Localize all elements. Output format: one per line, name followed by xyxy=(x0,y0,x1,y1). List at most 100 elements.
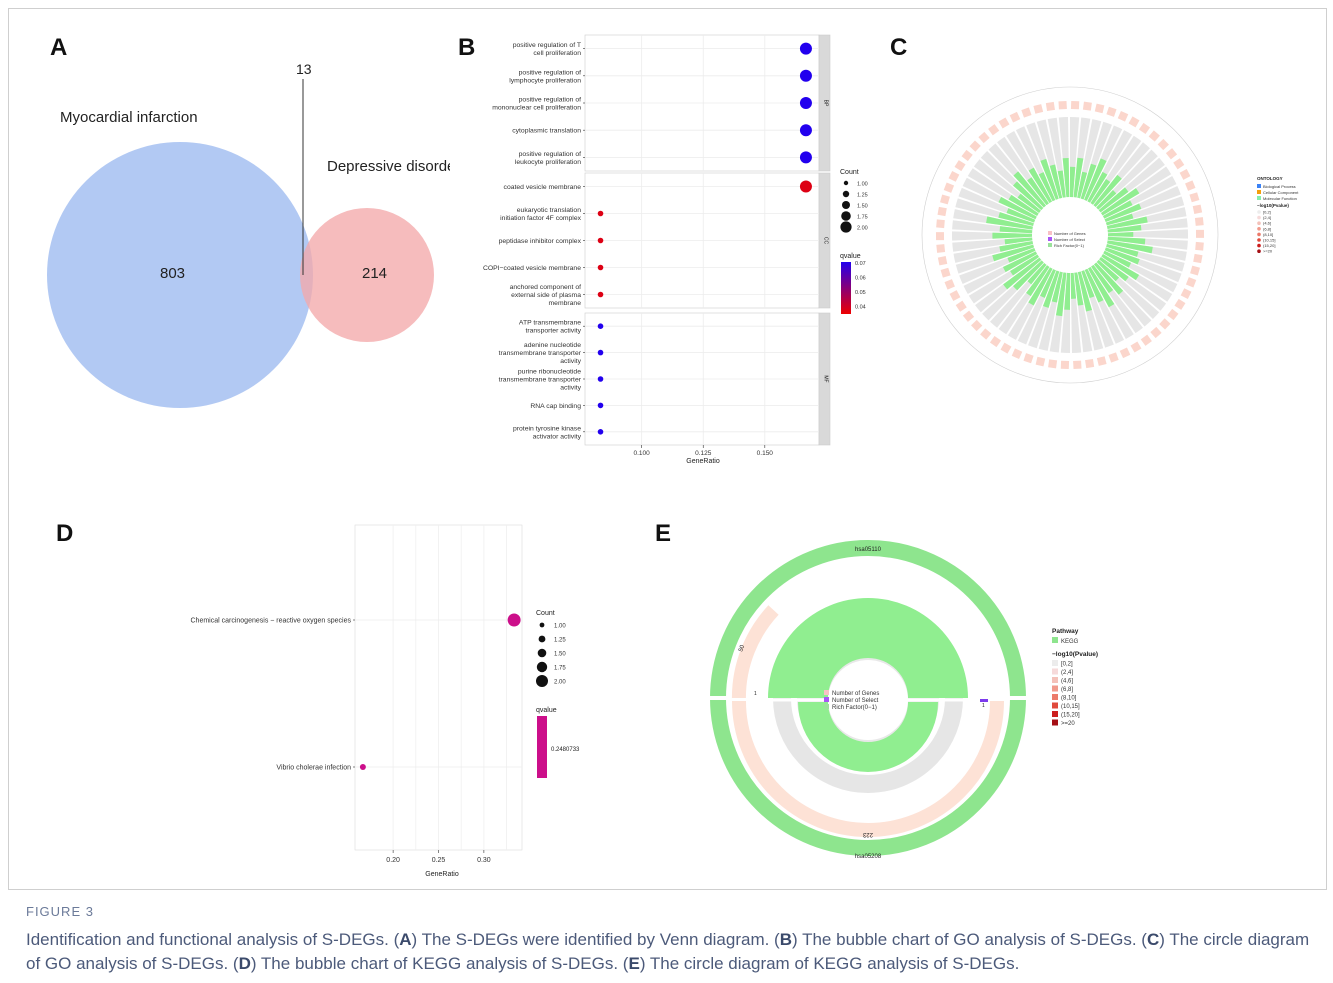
kegg-x-tick-label: 0.25 xyxy=(432,857,446,864)
go-circos-rich-bar xyxy=(1100,188,1140,216)
go-count-legend-dot xyxy=(840,221,852,233)
go-circos-rich-bar xyxy=(1077,171,1088,199)
go-term-label: leukocyte proliferation xyxy=(515,159,581,166)
figure-frame xyxy=(8,8,1327,890)
go-count-legend-value: 1.50 xyxy=(857,204,868,210)
go-count-legend-value: 1.00 xyxy=(857,182,868,188)
svg-text:Molecular Function: Molecular Function xyxy=(1263,196,1297,201)
panel-letter-e: E xyxy=(655,520,672,547)
kegg-center-legend-select: Number of Select xyxy=(832,698,879,704)
go-facet-label: MF xyxy=(823,375,829,382)
go-bubble xyxy=(597,349,604,356)
kegg-x-tick-label: 0.30 xyxy=(477,857,491,864)
go-circos-gene-block xyxy=(961,149,973,162)
go-circos-gene-block xyxy=(1011,348,1023,359)
kegg-pvalue-legend-label: (15,20] xyxy=(1061,713,1080,719)
go-circos-gene-block xyxy=(1180,288,1192,299)
figure-caption: Identification and functional analysis o… xyxy=(26,930,1310,973)
go-qvalue-tick: 0.04 xyxy=(855,305,866,311)
go-term-label: protein tyrosine kinase xyxy=(513,425,581,432)
go-circos-rich-bar xyxy=(1106,243,1139,257)
go-circos-rich-bar xyxy=(1042,270,1060,308)
go-term-label: initiation factor 4F complex xyxy=(500,215,581,222)
go-circos-rich-bar xyxy=(1038,172,1056,202)
kegg-center-legend-genes: Number of Genes xyxy=(832,691,879,697)
go-qvalue-tick: 0.07 xyxy=(855,261,866,267)
go-center-legend-rich: Rich Factor(0−1) xyxy=(1054,243,1085,248)
go-circos-center-legend: Number of Genes Number of Select Rich Fa… xyxy=(1048,231,1086,248)
go-circos-rich-bar xyxy=(1002,251,1038,273)
go-circos-rich-bar xyxy=(1093,262,1124,295)
go-circos-gene-block xyxy=(1070,100,1080,110)
go-circos-gene-block xyxy=(944,279,955,290)
panel-letter-b: B xyxy=(458,34,476,61)
go-circos-rich-bar xyxy=(1077,271,1093,312)
go-circos-rich-bar xyxy=(1070,166,1076,198)
go-term-label: activator activity xyxy=(533,433,582,440)
go-qvalue-tick: 0.06 xyxy=(855,276,866,282)
kegg-rich-factor-top xyxy=(768,598,968,698)
go-circos-rich-bar xyxy=(1013,171,1047,208)
go-circos-gene-block xyxy=(1045,101,1055,112)
venn-set-b xyxy=(300,208,434,342)
venn-only-b-count: 214 xyxy=(362,265,387,282)
go-circos-rich-bar xyxy=(1090,178,1111,205)
go-bubble xyxy=(799,151,812,164)
go-circos-rich-bar xyxy=(1057,170,1066,198)
go-circos-rich-bar xyxy=(1084,158,1107,201)
go-circos-gene-block xyxy=(1106,106,1117,117)
kegg-pvalue-legend-swatch xyxy=(1052,677,1058,683)
go-term-label: positive regulation of xyxy=(519,97,581,104)
go-x-tick-label: 0.100 xyxy=(634,450,651,457)
venn-overlap-count: 13 xyxy=(296,61,312,77)
go-pvalue-legend-label: (8,10] xyxy=(1263,232,1273,237)
go-pvalue-legend-dot xyxy=(1257,249,1261,253)
go-circos-gene-block xyxy=(954,160,966,172)
go-circos-gene-block xyxy=(1195,241,1204,251)
kegg-count-legend-value: 1.25 xyxy=(554,638,566,644)
go-circos-rich-bar xyxy=(1027,177,1049,206)
go-bubble xyxy=(597,429,604,435)
kegg-bottom-pathway-id: hsa05208 xyxy=(855,854,882,860)
go-circos-rich-bar xyxy=(986,216,1033,230)
go-bubble xyxy=(799,42,812,55)
go-term-label: RNA cap binding xyxy=(530,403,581,410)
kegg-qvalue-colorbar xyxy=(537,716,547,778)
go-term-label: transmembrane transporter xyxy=(499,350,582,357)
go-circos-rich-bar xyxy=(1055,272,1067,317)
kegg-pvalue-legend-label: (8,10] xyxy=(1061,696,1077,702)
go-circos-gene-block xyxy=(1082,101,1092,111)
kegg-x-tick-label: 0.20 xyxy=(386,857,400,864)
kegg-term-label: Chemical carcinogenesis − reactive oxyge… xyxy=(191,618,352,625)
kegg-pvalue-legend-swatch xyxy=(1052,685,1058,692)
go-ontology-legend: ONTOLOGY Biological Process Cellular Com… xyxy=(1257,176,1299,254)
go-circos-gene-block xyxy=(1085,358,1095,369)
venn-only-a-count: 803 xyxy=(160,265,185,282)
go-term-label: positive regulation of xyxy=(519,151,581,158)
go-circos-gene-block xyxy=(949,290,961,301)
kegg-top-pathway-id: hsa05110 xyxy=(855,547,882,553)
kegg-count-legend-value: 1.75 xyxy=(554,666,566,672)
go-circos-rich-bar xyxy=(1080,163,1097,200)
go-circos-rich-bar xyxy=(1013,181,1044,211)
go-pvalue-legend-dot xyxy=(1257,221,1261,225)
go-circos-rich-bar xyxy=(1107,231,1134,237)
go-term-label: mononuclear cell proliferation xyxy=(492,105,581,112)
go-circos-gene-block xyxy=(1023,353,1034,364)
go-term-label: lymphocyte proliferation xyxy=(509,77,581,84)
go-circos-gene-block xyxy=(1048,359,1058,369)
kegg-qvalue-legend-title: qvalue xyxy=(536,707,557,714)
go-circos-gene-block xyxy=(1094,103,1105,114)
go-circos-gene-block xyxy=(1108,352,1119,363)
go-x-tick-label: 0.150 xyxy=(757,450,774,457)
go-circos-gene-block xyxy=(1130,341,1142,353)
kegg-pvalue-legend-swatch xyxy=(1052,702,1058,709)
svg-text:ONTOLOGY: ONTOLOGY xyxy=(1257,176,1283,181)
kegg-count-legend-value: 2.00 xyxy=(554,680,566,686)
go-circos-rich-bar xyxy=(1105,213,1134,226)
go-circos-rich-bar xyxy=(1062,157,1070,198)
go-circos-rich-bar xyxy=(1028,267,1053,306)
go-circos-gene-block xyxy=(935,232,945,241)
go-circos-rich-bar xyxy=(1026,265,1050,297)
kegg-pvalue-legend-label: (2,4] xyxy=(1061,670,1073,676)
